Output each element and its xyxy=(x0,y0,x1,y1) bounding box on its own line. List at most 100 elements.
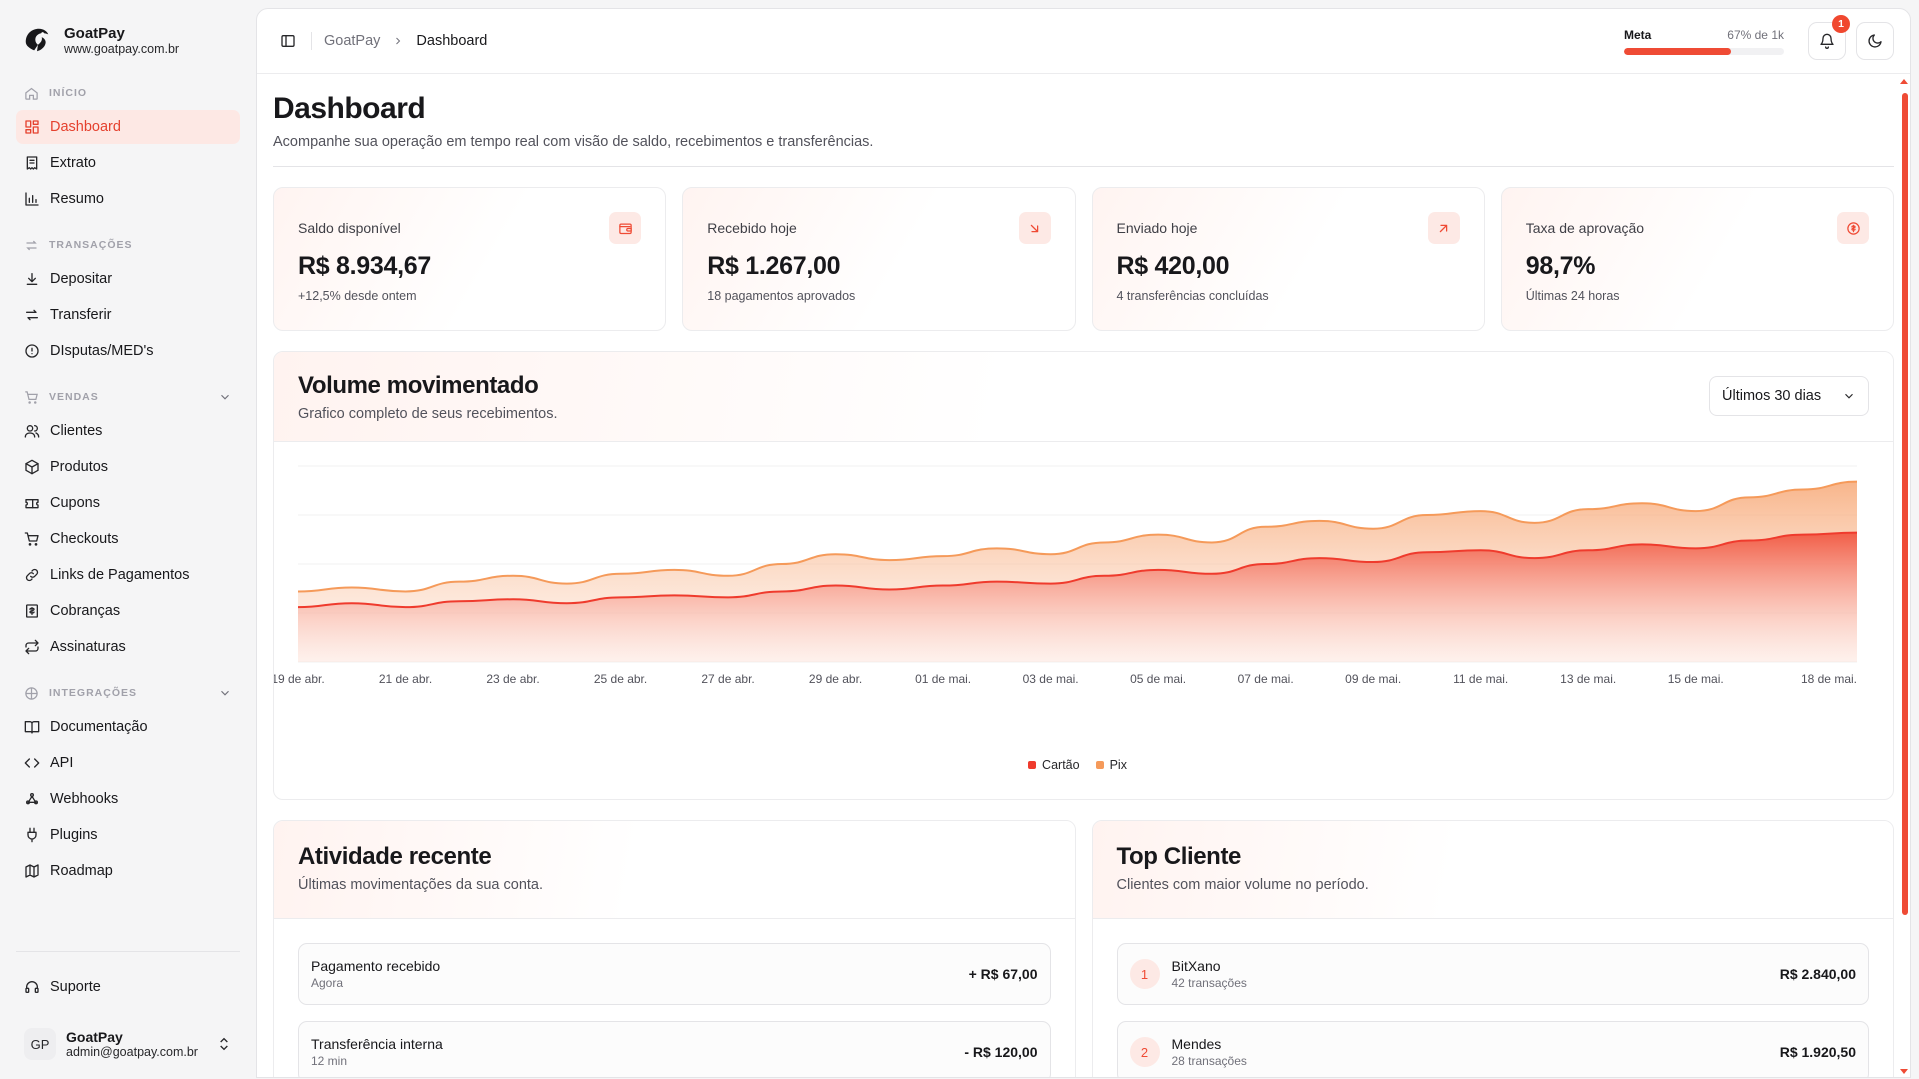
activity-item-amount: - R$ 120,00 xyxy=(964,1044,1038,1060)
sidebar-item-webhooks[interactable]: Webhooks xyxy=(16,782,240,816)
chevron-right-icon xyxy=(396,37,401,45)
line-pix xyxy=(297,480,1858,593)
main-panel: GoatPay Dashboard Meta 67% de 1k 1 Dashb… xyxy=(256,8,1911,1078)
sidebar-item-resumo[interactable]: Resumo xyxy=(16,182,240,216)
x-tick-label: 05 de mai. xyxy=(1130,672,1186,686)
stat-label: Saldo disponível xyxy=(298,220,401,236)
alert-circle-icon xyxy=(25,344,39,358)
stat-value: 98,7% xyxy=(1525,252,1596,280)
sidebar-item-label: Checkouts xyxy=(50,531,119,547)
group-label-vendas[interactable]: VENDAS xyxy=(16,382,240,412)
client-rank: 2 xyxy=(1129,1037,1160,1067)
brand[interactable]: GoatPay www.goatpay.com.br xyxy=(16,16,240,64)
legend-item-cartao[interactable]: Cartão xyxy=(1028,758,1080,772)
transfer-icon xyxy=(26,309,38,321)
sidebar-item-transferir[interactable]: Transferir xyxy=(16,298,240,332)
user-menu[interactable]: GP GoatPay admin@goatpay.com.br xyxy=(16,1022,240,1066)
goal-progress: Meta 67% de 1k xyxy=(1624,28,1784,55)
scroll-down-arrow[interactable] xyxy=(1900,1069,1908,1074)
stat-sub: Últimas 24 horas xyxy=(1525,289,1620,303)
scroll-thumb[interactable] xyxy=(1902,93,1908,915)
sidebar-item-api[interactable]: API xyxy=(16,746,240,780)
moon-icon xyxy=(1868,34,1882,48)
x-tick-label: 15 de mai. xyxy=(1668,672,1724,686)
range-select[interactable]: Últimos 30 dias xyxy=(1709,376,1869,416)
book-open-icon xyxy=(24,721,40,734)
list-item[interactable]: Pagamento recebido Agora + R$ 67,00 xyxy=(298,943,1051,1005)
x-tick-label: 07 de mai. xyxy=(1238,672,1294,686)
bottom-row: Atividade recente Últimas movimentações … xyxy=(273,820,1894,1077)
sidebar-item-documentacao[interactable]: Documentação xyxy=(16,710,240,744)
list-item[interactable]: Transferência interna 12 min - R$ 120,00 xyxy=(298,1021,1051,1077)
sidebar-item-roadmap[interactable]: Roadmap xyxy=(16,854,240,888)
brand-url: www.goatpay.com.br xyxy=(64,41,180,56)
stat-card-recebido: Recebido hoje R$ 1.267,00 18 pagamentos … xyxy=(682,187,1076,331)
theme-toggle-button[interactable] xyxy=(1856,22,1894,60)
sidebar-item-dashboard[interactable]: Dashboard xyxy=(16,110,240,144)
goal-value: 67% de 1k xyxy=(1727,27,1784,42)
legend-swatch xyxy=(1095,761,1104,769)
shopping-cart-icon xyxy=(24,532,39,546)
invoice-icon xyxy=(26,604,38,618)
stat-label: Recebido hoje xyxy=(707,220,797,236)
main-scrollbar[interactable] xyxy=(1900,79,1908,1077)
legend-label: Cartão xyxy=(1042,758,1080,772)
legend-item-pix[interactable]: Pix xyxy=(1095,758,1127,772)
x-tick-label: 01 de mai. xyxy=(915,672,971,686)
activity-item-title: Pagamento recebido xyxy=(311,958,441,974)
sidebar-item-label: Webhooks xyxy=(50,791,119,807)
top-clients-card: Top Cliente Clientes com maior volume no… xyxy=(1091,820,1894,1077)
arrows-left-right-icon xyxy=(26,240,37,250)
stat-card-aprovacao: Taxa de aprovação 98,7% Últimas 24 horas xyxy=(1500,187,1894,331)
stat-label: Enviado hoje xyxy=(1116,220,1198,236)
goal-bar xyxy=(1624,47,1784,55)
x-tick-label: 23 de abr. xyxy=(486,672,539,686)
client-amount: R$ 2.840,00 xyxy=(1779,966,1856,982)
activity-card-header: Atividade recente Últimas movimentações … xyxy=(274,821,1075,919)
line-cartao xyxy=(297,531,1858,609)
sidebar-item-checkouts[interactable]: Checkouts xyxy=(16,522,240,556)
sidebar-item-label: Transferir xyxy=(50,307,112,323)
top-clients-list: 1 BitXano 42 transações R$ 2.840,00 2 Me… xyxy=(1093,919,1894,1077)
sidebar-item-label: Assinaturas xyxy=(50,639,126,655)
top-clients-subtitle: Clientes com maior volume no período. xyxy=(1116,877,1369,893)
sidebar-item-label: Extrato xyxy=(50,155,96,171)
chevrons-up-down-icon xyxy=(220,1037,228,1051)
breadcrumb-root[interactable]: GoatPay xyxy=(324,33,381,49)
sidebar-item-depositar[interactable]: Depositar xyxy=(16,262,240,296)
sidebar-item-produtos[interactable]: Produtos xyxy=(16,450,240,484)
sidebar-toggle-button[interactable] xyxy=(273,26,303,56)
activity-item-time: Agora xyxy=(311,976,344,990)
users-icon xyxy=(24,425,40,438)
list-item[interactable]: 2 Mendes 28 transações R$ 1.920,50 xyxy=(1116,1021,1869,1077)
scroll-up-arrow[interactable] xyxy=(1900,79,1908,84)
sidebar-item-plugins[interactable]: Plugins xyxy=(16,818,240,852)
dashboard-icon xyxy=(25,120,39,134)
sidebar-item-clientes[interactable]: Clientes xyxy=(16,414,240,448)
stat-card-enviado: Enviado hoje R$ 420,00 4 transferências … xyxy=(1091,187,1485,331)
headset-icon xyxy=(25,981,39,993)
avatar: GP xyxy=(24,1028,56,1060)
sidebar-divider xyxy=(16,951,240,952)
stat-sub: 18 pagamentos aprovados xyxy=(707,289,856,303)
notifications-button[interactable]: 1 xyxy=(1808,15,1850,60)
ticket-icon xyxy=(25,499,39,509)
sidebar-item-links-pagamentos[interactable]: Links de Pagamentos xyxy=(16,558,240,592)
sidebar-item-assinaturas[interactable]: Assinaturas xyxy=(16,630,240,664)
code-icon xyxy=(24,758,40,768)
sidebar-item-cobrancas[interactable]: Cobranças xyxy=(16,594,240,628)
arrow-up-right-icon xyxy=(1427,212,1460,244)
stat-label: Taxa de aprovação xyxy=(1525,220,1645,236)
stat-value: R$ 8.934,67 xyxy=(298,252,431,280)
stat-value: R$ 1.267,00 xyxy=(707,252,841,280)
sidebar-item-extrato[interactable]: Extrato xyxy=(16,146,240,180)
list-item[interactable]: 1 BitXano 42 transações R$ 2.840,00 xyxy=(1116,943,1869,1005)
group-label-integracoes[interactable]: INTEGRAÇÕES xyxy=(16,678,240,708)
sidebar-item-cupons[interactable]: Cupons xyxy=(16,486,240,520)
volume-card-header: Volume movimentado Grafico completo de s… xyxy=(274,352,1893,442)
sidebar-item-label: DIsputas/MED's xyxy=(50,343,154,359)
breadcrumb-current: Dashboard xyxy=(416,33,488,49)
sidebar-item-suporte[interactable]: Suporte xyxy=(16,970,240,1004)
sidebar-item-disputas[interactable]: DIsputas/MED's xyxy=(16,334,240,368)
stat-value: R$ 420,00 xyxy=(1116,252,1230,280)
